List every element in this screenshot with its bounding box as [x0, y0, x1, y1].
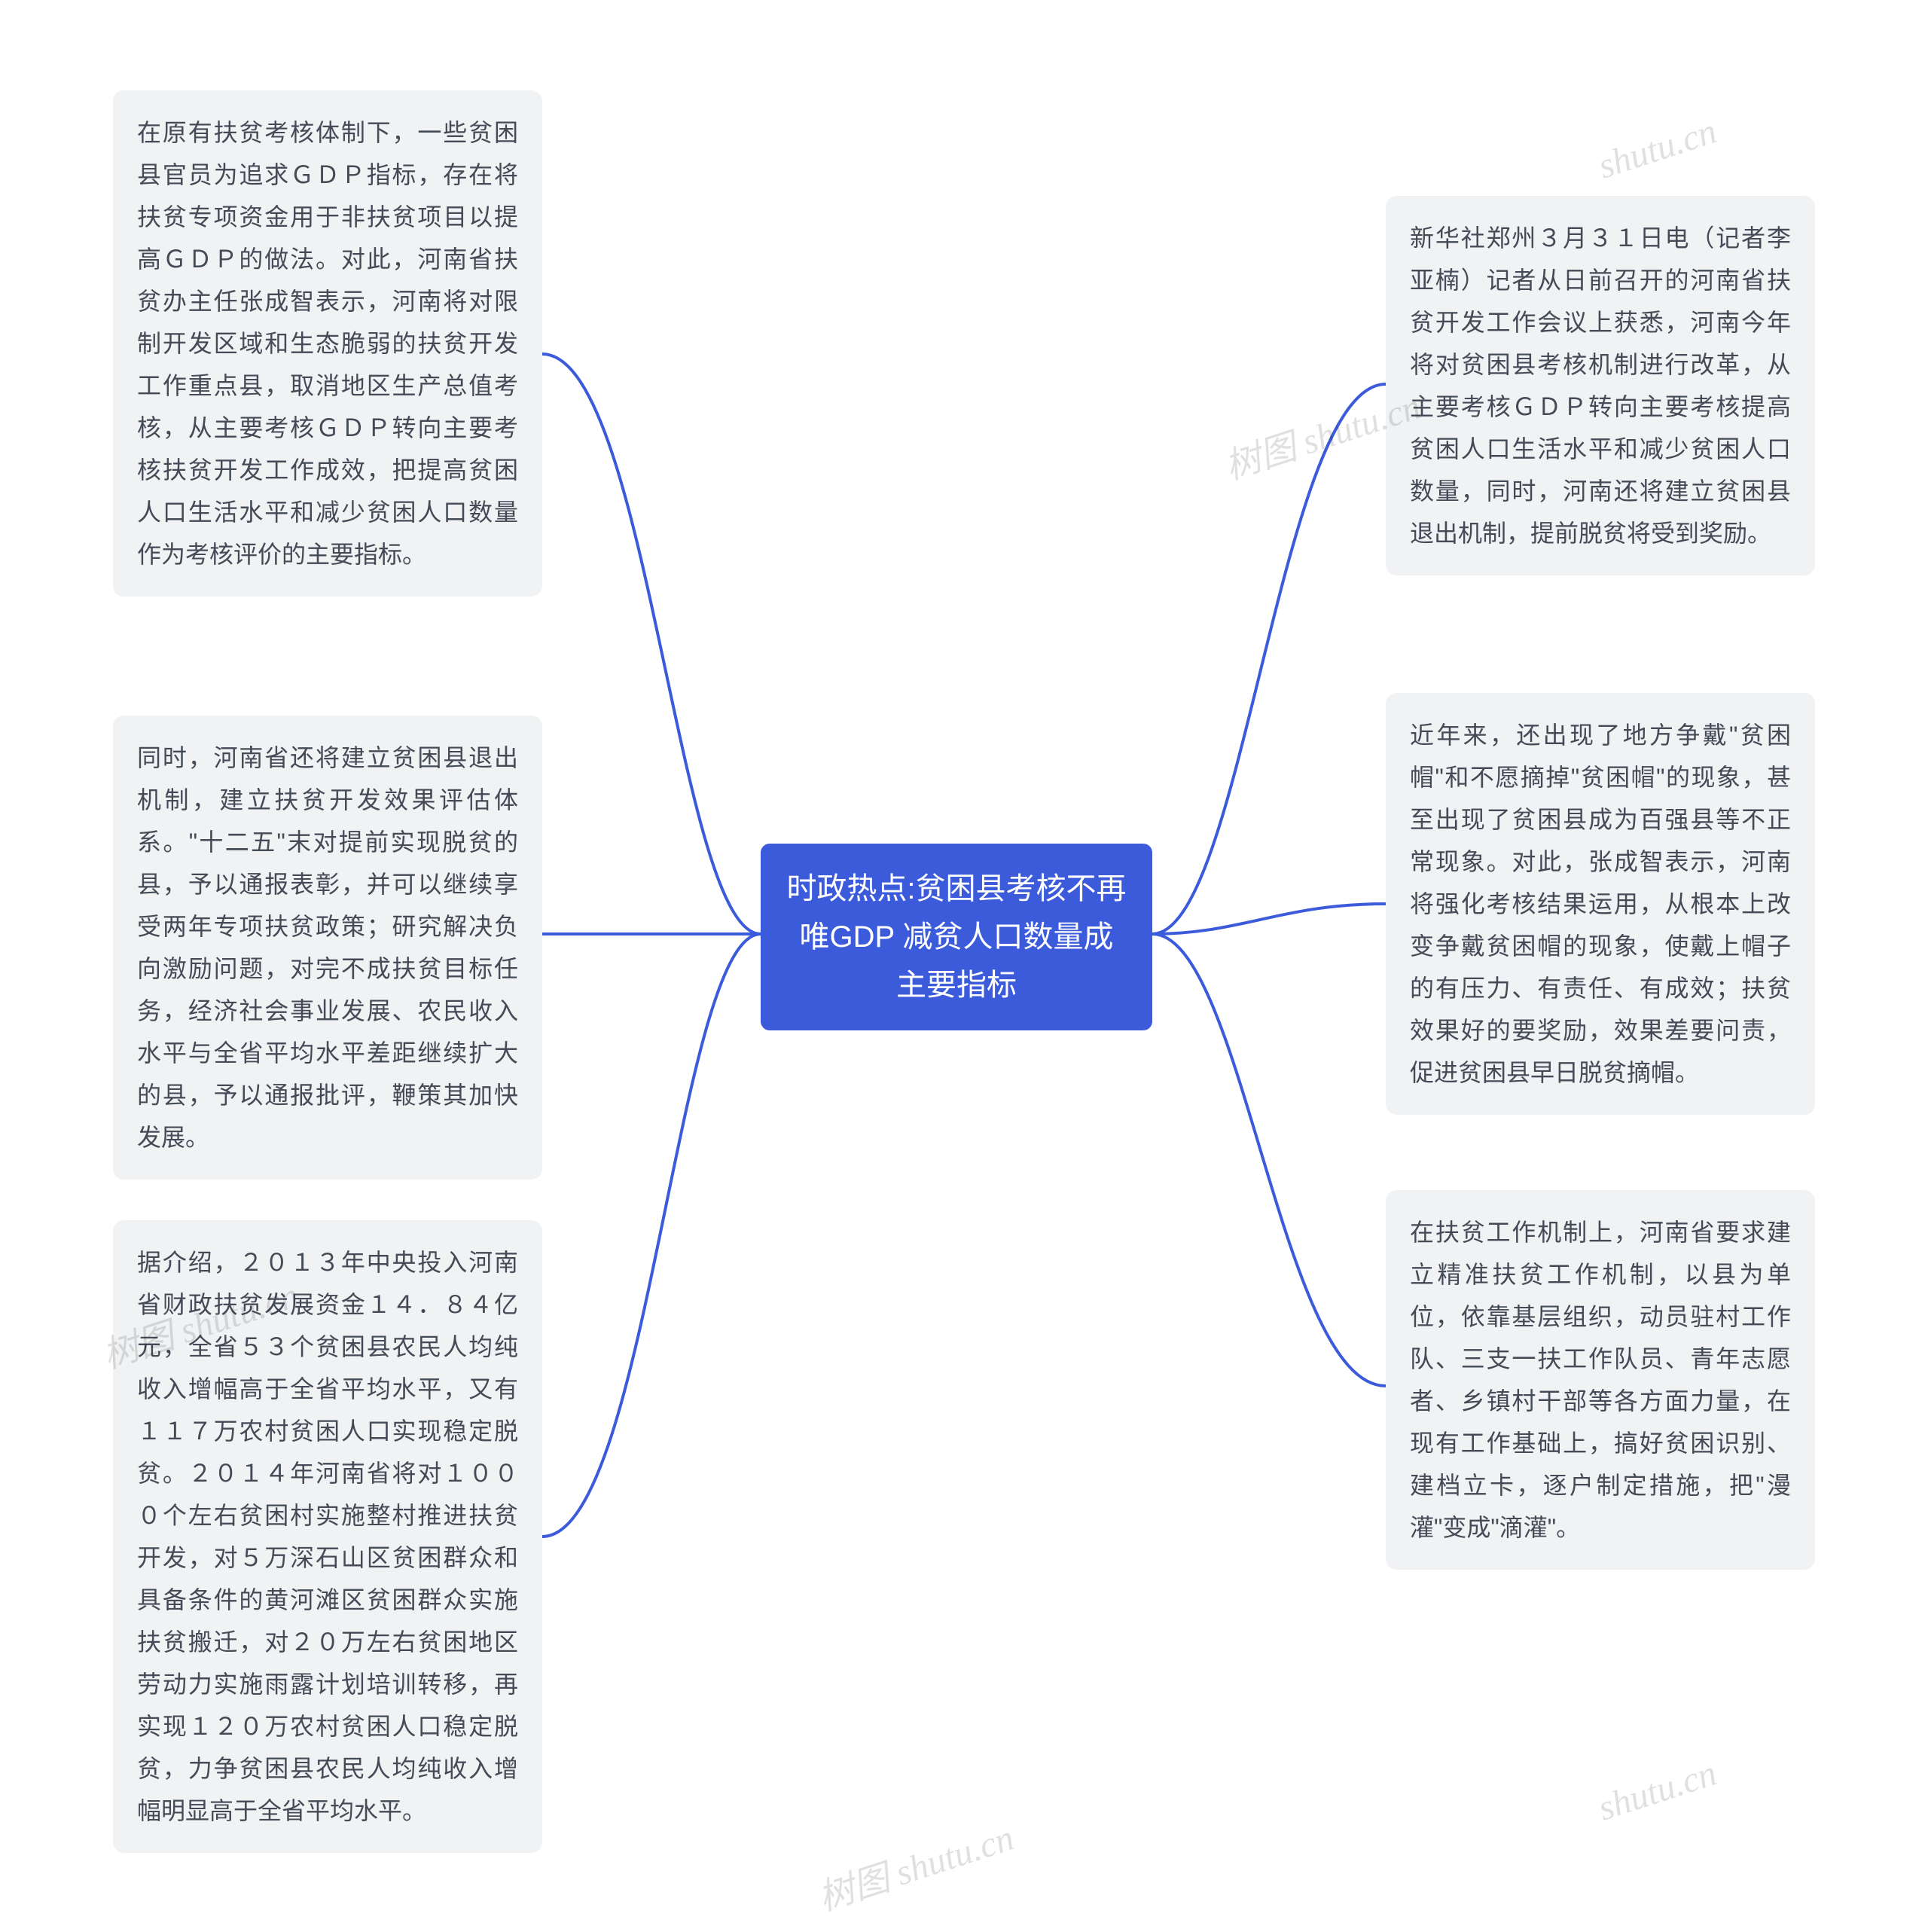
left-card-3: 据介绍，２０１３年中央投入河南省财政扶贫发展资金１４．８４亿元，全省５３个贫困县… [113, 1220, 542, 1853]
right-card-2: 近年来，还出现了地方争戴"贫困帽"和不愿摘掉"贫困帽"的现象，甚至出现了贫困县成… [1386, 693, 1815, 1115]
right-card-1: 新华社郑州３月３１日电（记者李亚楠）记者从日前召开的河南省扶贫开发工作会议上获悉… [1386, 196, 1815, 575]
center-node: 时政热点:贫困县考核不再唯GDP 减贫人口数量成主要指标 [761, 844, 1152, 1030]
right-card-3: 在扶贫工作机制上，河南省要求建立精准扶贫工作机制，以县为单位，依靠基层组织，动员… [1386, 1190, 1815, 1570]
watermark: 树图 shutu.cn [810, 1808, 1020, 1921]
watermark: shutu.cn [1593, 1752, 1721, 1829]
watermark: shutu.cn [1593, 110, 1721, 187]
left-card-2: 同时，河南省还将建立贫困县退出机制，建立扶贫开发效果评估体系。"十二五"末对提前… [113, 716, 542, 1180]
left-card-1: 在原有扶贫考核体制下，一些贫困县官员为追求ＧＤＰ指标，存在将扶贫专项资金用于非扶… [113, 90, 542, 597]
